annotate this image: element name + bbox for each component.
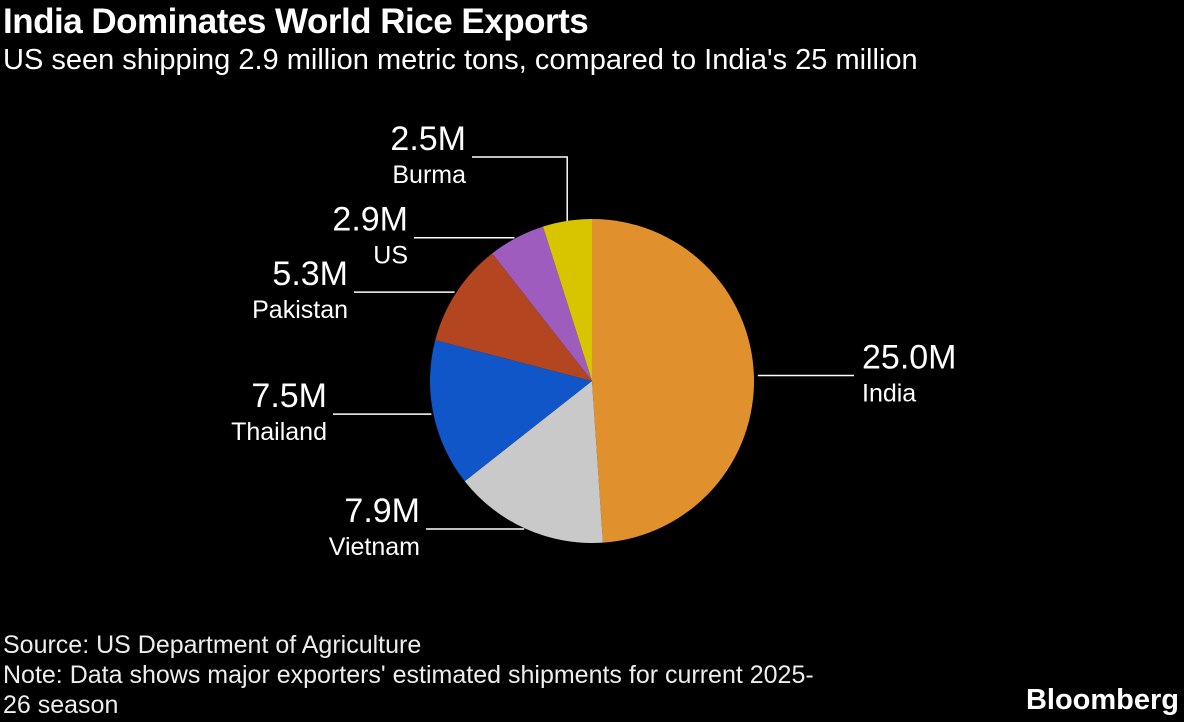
pie-slice-burma xyxy=(542,218,592,381)
name-label-burma: Burma xyxy=(392,161,466,189)
name-label-india: India xyxy=(862,380,916,408)
note-line-1: Note: Data shows major exporters' estima… xyxy=(3,661,814,689)
pie-slices xyxy=(429,218,755,544)
pie-slice-thailand xyxy=(429,340,592,482)
source-note: Source: US Department of Agriculture xyxy=(3,631,422,659)
chart-subtitle: US seen shipping 2.9 million metric tons… xyxy=(3,44,918,76)
footer: Source: US Department of Agriculture Not… xyxy=(3,630,814,720)
value-label-vietnam: 7.9M xyxy=(344,492,420,530)
name-label-us: US xyxy=(373,242,408,270)
slice-labels: 25.0M India 7.9M Vietnam 7.5M Thailand 5.3M Pak… xyxy=(231,120,956,561)
value-label-burma: 2.5M xyxy=(390,120,466,158)
value-label-thailand: 7.5M xyxy=(251,377,327,415)
pie-slice-pakistan xyxy=(435,253,592,381)
leader-lines xyxy=(333,156,854,530)
name-label-vietnam: Vietnam xyxy=(329,533,420,561)
pie-slice-vietnam xyxy=(464,381,603,544)
pie-slice-india xyxy=(592,219,755,543)
value-label-us: 2.9M xyxy=(332,201,408,239)
name-label-pakistan: Pakistan xyxy=(252,296,348,324)
pie-slice-us xyxy=(492,226,592,381)
name-label-thailand: Thailand xyxy=(231,418,327,446)
leader-line-burma xyxy=(472,156,568,221)
chart-title: India Dominates World Rice Exports xyxy=(3,2,589,41)
value-label-pakistan: 5.3M xyxy=(272,255,348,293)
bloomberg-logo: Bloomberg xyxy=(1025,684,1179,716)
note-line-2: 26 season xyxy=(3,691,119,719)
value-label-india: 25.0M xyxy=(862,339,957,377)
